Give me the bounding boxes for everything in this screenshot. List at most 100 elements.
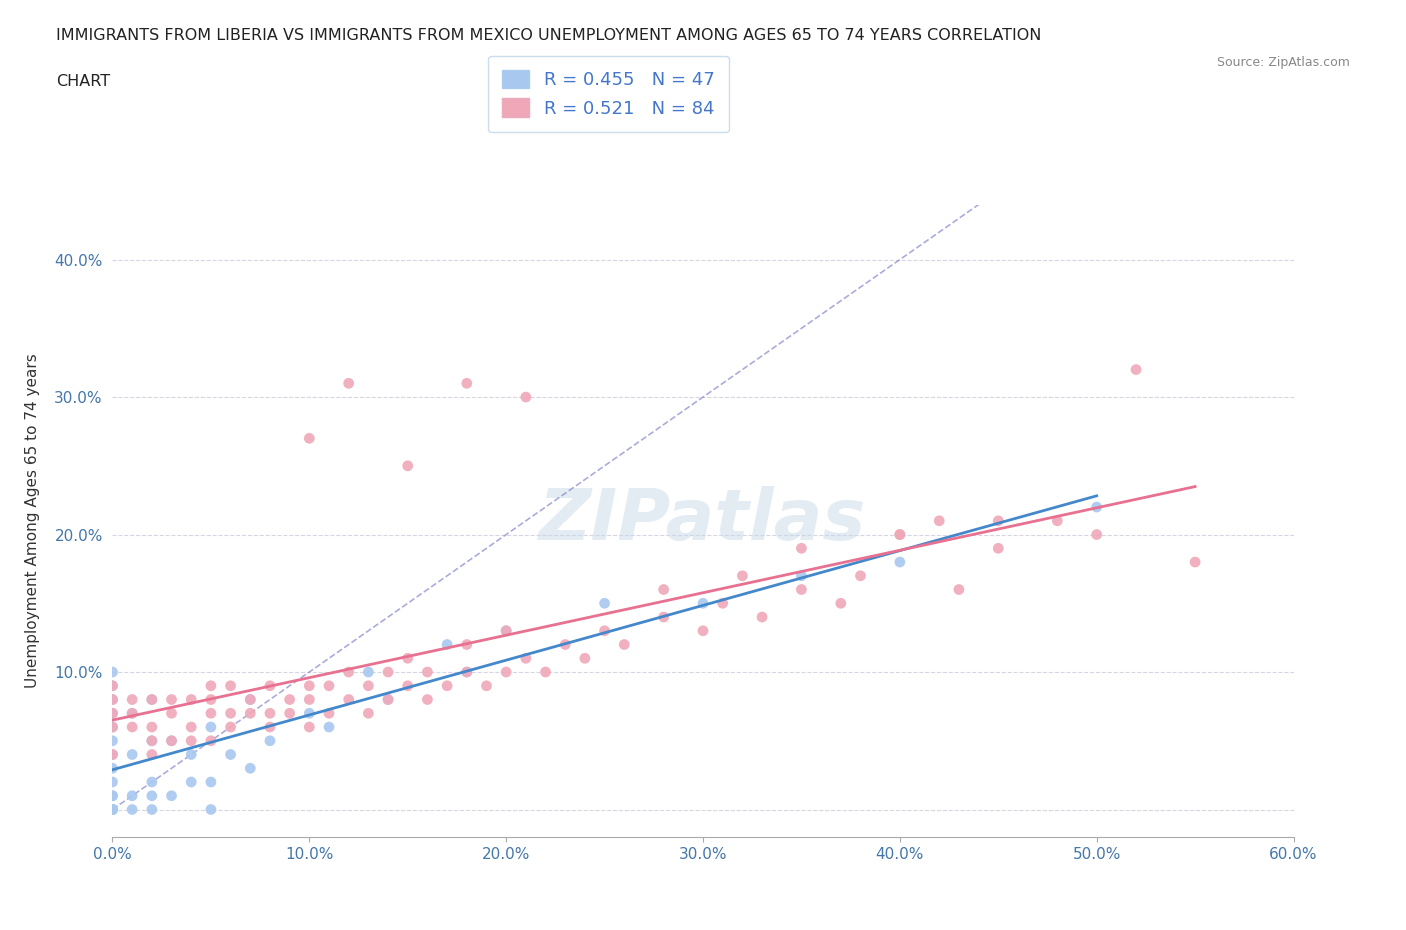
Point	[160, 692, 183, 707]
Point	[456, 637, 478, 652]
Point	[121, 720, 143, 735]
Point	[298, 706, 321, 721]
Point	[574, 651, 596, 666]
Point	[298, 692, 321, 707]
Point	[377, 692, 399, 707]
Point	[200, 720, 222, 735]
Point	[101, 802, 124, 817]
Point	[298, 431, 321, 445]
Point	[278, 692, 301, 707]
Point	[160, 734, 183, 749]
Point	[396, 651, 419, 666]
Point	[889, 527, 911, 542]
Point	[495, 665, 517, 680]
Point	[121, 747, 143, 762]
Point	[889, 527, 911, 542]
Point	[652, 582, 675, 597]
Point	[101, 802, 124, 817]
Point	[101, 692, 124, 707]
Point	[219, 678, 242, 693]
Point	[396, 458, 419, 473]
Point	[160, 706, 183, 721]
Point	[200, 706, 222, 721]
Point	[790, 568, 813, 583]
Point	[495, 623, 517, 638]
Point	[731, 568, 754, 583]
Point	[101, 720, 124, 735]
Point	[790, 582, 813, 597]
Point	[377, 665, 399, 680]
Point	[711, 596, 734, 611]
Point	[101, 692, 124, 707]
Point	[337, 692, 360, 707]
Point	[948, 582, 970, 597]
Point	[200, 678, 222, 693]
Point	[298, 720, 321, 735]
Point	[121, 802, 143, 817]
Point	[101, 761, 124, 776]
Point	[101, 789, 124, 804]
Point	[101, 734, 124, 749]
Point	[121, 692, 143, 707]
Point	[101, 665, 124, 680]
Point	[1184, 554, 1206, 569]
Point	[180, 734, 202, 749]
Point	[101, 706, 124, 721]
Point	[456, 665, 478, 680]
Point	[141, 734, 163, 749]
Point	[259, 734, 281, 749]
Point	[121, 706, 143, 721]
Point	[987, 541, 1010, 556]
Point	[180, 720, 202, 735]
Point	[200, 734, 222, 749]
Point	[259, 720, 281, 735]
Point	[1046, 513, 1069, 528]
Point	[889, 554, 911, 569]
Point	[1085, 527, 1108, 542]
Point	[987, 513, 1010, 528]
Point	[357, 678, 380, 693]
Point	[475, 678, 498, 693]
Point	[298, 678, 321, 693]
Point	[1125, 362, 1147, 377]
Point	[534, 665, 557, 680]
Point	[141, 720, 163, 735]
Point	[101, 802, 124, 817]
Point	[259, 706, 281, 721]
Point	[515, 390, 537, 405]
Point	[1085, 499, 1108, 514]
Point	[219, 706, 242, 721]
Point	[928, 513, 950, 528]
Point	[357, 665, 380, 680]
Point	[554, 637, 576, 652]
Point	[101, 706, 124, 721]
Point	[101, 789, 124, 804]
Point	[436, 678, 458, 693]
Point	[160, 734, 183, 749]
Point	[101, 747, 124, 762]
Point	[377, 692, 399, 707]
Point	[180, 692, 202, 707]
Point	[593, 623, 616, 638]
Point	[121, 789, 143, 804]
Point	[692, 596, 714, 611]
Point	[180, 747, 202, 762]
Point	[239, 692, 262, 707]
Point	[180, 775, 202, 790]
Point	[141, 747, 163, 762]
Point	[652, 609, 675, 624]
Point	[515, 651, 537, 666]
Point	[436, 637, 458, 652]
Text: CHART: CHART	[56, 74, 110, 89]
Point	[200, 692, 222, 707]
Point	[278, 706, 301, 721]
Point	[396, 678, 419, 693]
Point	[160, 789, 183, 804]
Point	[141, 802, 163, 817]
Point	[613, 637, 636, 652]
Y-axis label: Unemployment Among Ages 65 to 74 years: Unemployment Among Ages 65 to 74 years	[25, 353, 41, 688]
Point	[692, 623, 714, 638]
Point	[200, 775, 222, 790]
Point	[495, 623, 517, 638]
Legend: R = 0.455   N = 47, R = 0.521   N = 84: R = 0.455 N = 47, R = 0.521 N = 84	[488, 56, 730, 132]
